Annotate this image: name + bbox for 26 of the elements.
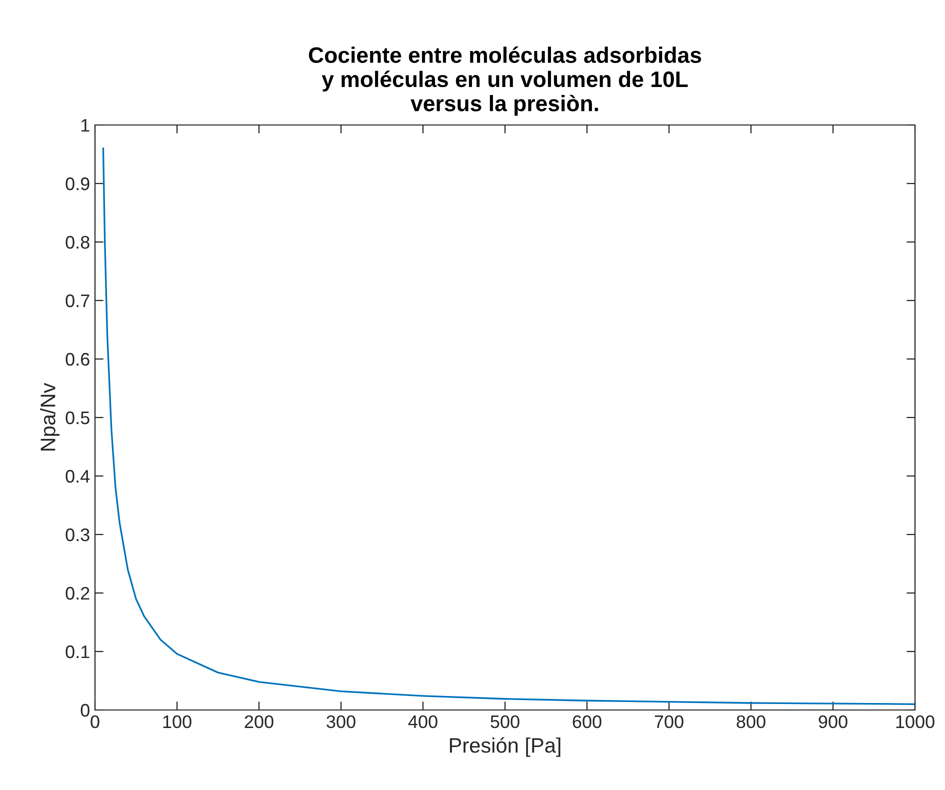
x-tick-label: 500 [490,715,520,728]
x-tick-label: 700 [654,715,684,728]
y-tick-label: 0.5 [66,411,90,424]
y-tick-label: 0.6 [66,352,90,366]
y-tick-label: 0.8 [66,236,90,249]
x-tick-label: 100 [163,715,192,728]
y-tick-label: 0.3 [66,528,90,542]
x-tick-label: 800 [736,715,766,728]
y-tick-label: 0.9 [66,177,90,190]
x-axis-title: Presión [Pa] [450,737,560,757]
y-tick-label: 1 [81,119,90,132]
x-tick-label: 0 [90,715,100,728]
y-tick-label: 0.7 [66,294,90,308]
x-tick-label: 1000 [896,715,934,728]
x-tick-label: 200 [244,715,274,728]
y-tick-label: 0.2 [66,586,90,600]
y-tick-label: 0 [80,704,90,717]
y-tick-label: 0.1 [66,645,90,658]
x-tick-label: 300 [326,715,356,728]
y-axis-title: Npa/Nv [40,382,60,451]
chart-title: Cociente entre moléculas adsorbidas y moléculas en un volumen de 10L versus la presiòn. [308,46,702,116]
y-tick-label: 0.4 [66,470,90,483]
x-tick-label: 900 [818,715,848,728]
x-tick-label: 400 [408,715,438,728]
x-tick-label: 600 [572,715,602,728]
line-series [102,148,915,705]
